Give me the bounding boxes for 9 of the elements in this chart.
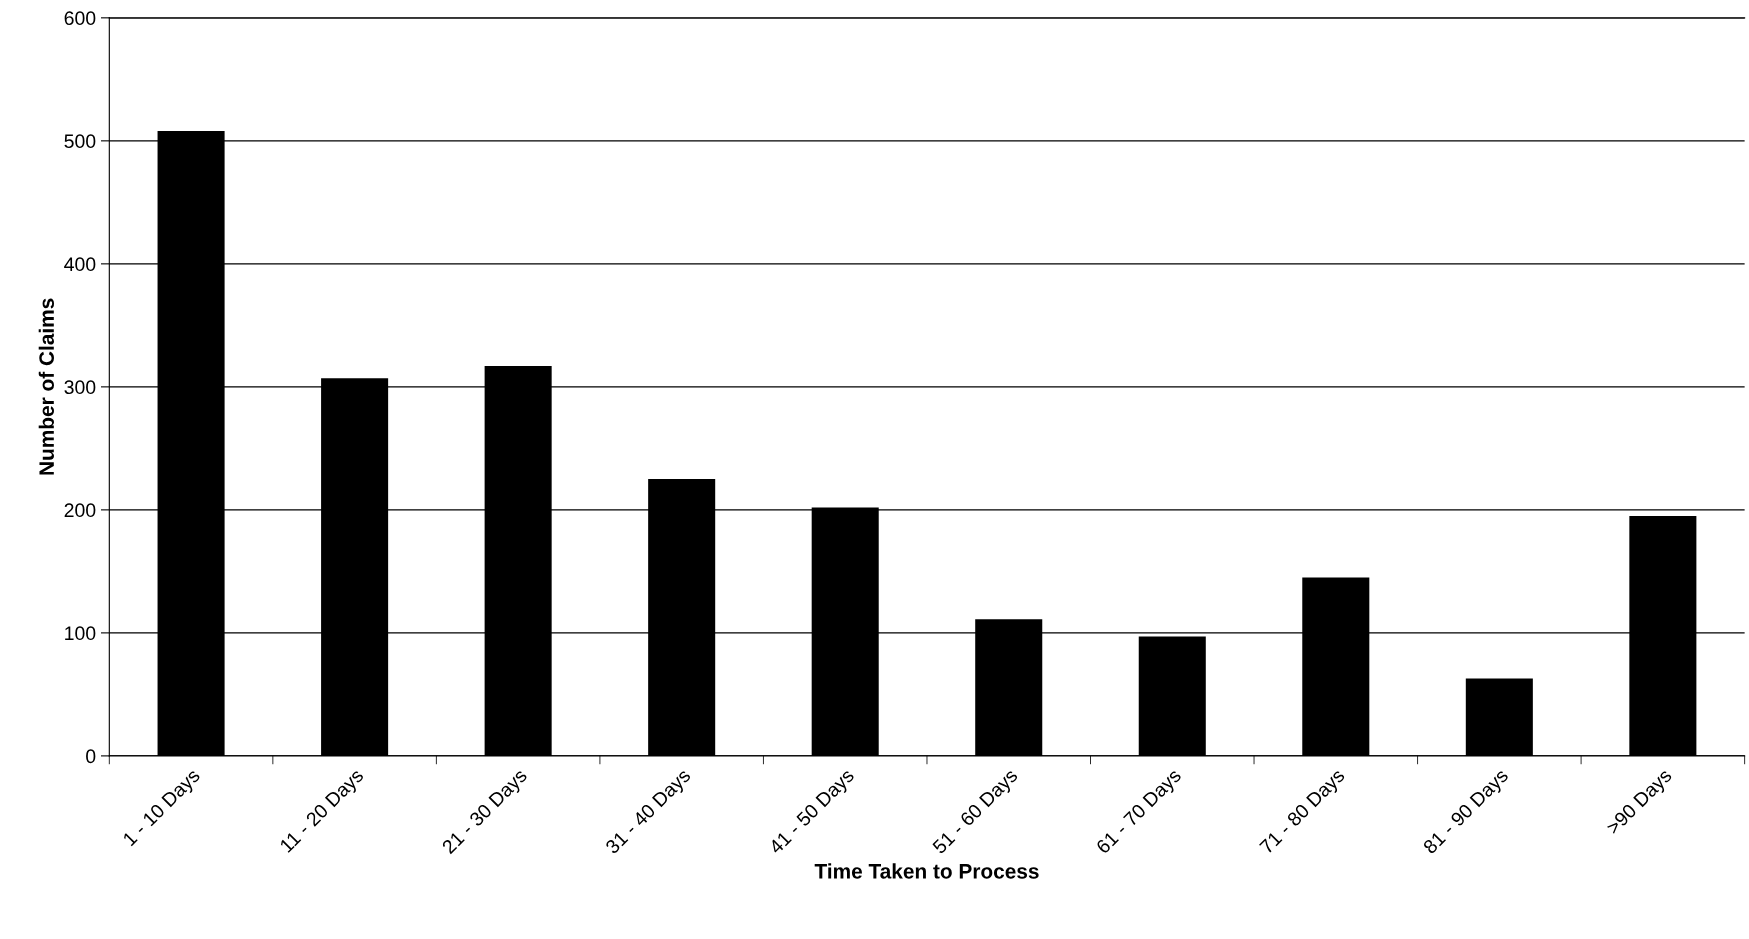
y-axis-title: Number of Claims (38, 298, 55, 475)
y-tick-label: 300 (64, 380, 96, 395)
y-tick-label: 400 (64, 257, 96, 272)
y-tick-label: 100 (65, 626, 96, 641)
y-tick-label: 200 (64, 503, 96, 518)
x-axis-title: Time Taken to Process (814, 863, 1039, 879)
y-tick-label: 500 (64, 134, 96, 149)
y-tick-label: 600 (64, 11, 96, 26)
y-tick-label: 0 (86, 749, 96, 764)
